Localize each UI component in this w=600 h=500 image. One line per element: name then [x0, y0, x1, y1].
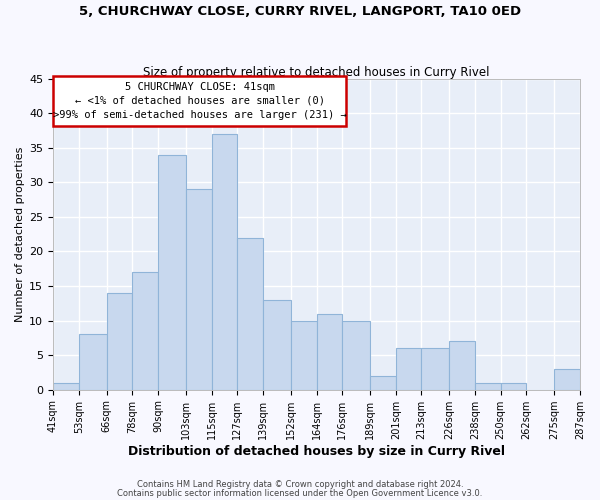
- Text: Contains public sector information licensed under the Open Government Licence v3: Contains public sector information licen…: [118, 488, 482, 498]
- Bar: [396, 348, 421, 390]
- Bar: [107, 293, 132, 390]
- Bar: [158, 154, 186, 390]
- Text: 5, CHURCHWAY CLOSE, CURRY RIVEL, LANGPORT, TA10 0ED: 5, CHURCHWAY CLOSE, CURRY RIVEL, LANGPOR…: [79, 5, 521, 18]
- Bar: [132, 272, 158, 390]
- Bar: [449, 342, 475, 390]
- Y-axis label: Number of detached properties: Number of detached properties: [15, 146, 25, 322]
- Bar: [501, 383, 526, 390]
- Text: Contains HM Land Registry data © Crown copyright and database right 2024.: Contains HM Land Registry data © Crown c…: [137, 480, 463, 489]
- Bar: [291, 320, 317, 390]
- FancyBboxPatch shape: [53, 76, 346, 126]
- Title: Size of property relative to detached houses in Curry Rivel: Size of property relative to detached ho…: [143, 66, 490, 78]
- Bar: [263, 300, 291, 390]
- X-axis label: Distribution of detached houses by size in Curry Rivel: Distribution of detached houses by size …: [128, 444, 505, 458]
- Bar: [79, 334, 107, 390]
- Bar: [421, 348, 449, 390]
- Bar: [237, 238, 263, 390]
- Bar: [53, 383, 79, 390]
- Bar: [212, 134, 237, 390]
- Bar: [317, 314, 342, 390]
- Text: 5 CHURCHWAY CLOSE: 41sqm
← <1% of detached houses are smaller (0)
>99% of semi-d: 5 CHURCHWAY CLOSE: 41sqm ← <1% of detach…: [53, 82, 347, 120]
- Bar: [370, 376, 396, 390]
- Bar: [475, 383, 501, 390]
- Bar: [342, 320, 370, 390]
- Bar: [186, 189, 212, 390]
- Bar: [554, 369, 580, 390]
